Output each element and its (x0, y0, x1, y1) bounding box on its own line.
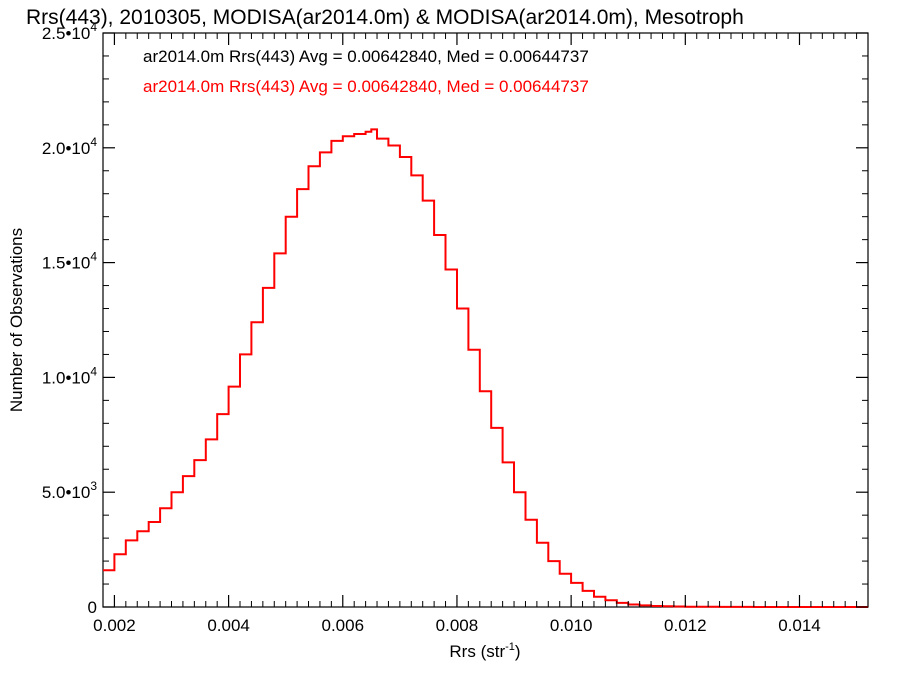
x-tick-label: 0.006 (322, 616, 365, 635)
plot-frame (102, 32, 869, 608)
chart-title: Rrs(443), 2010305, MODISA(ar2014.0m) & M… (26, 6, 744, 29)
annotation-red: ar2014.0m Rrs(443) Avg = 0.00642840, Med… (143, 77, 589, 96)
x-tick-label: 0.008 (436, 616, 479, 635)
y-tick-label: 2.5•104 (42, 20, 98, 43)
y-tick-label: 5.0•103 (42, 479, 98, 502)
y-tick-label: 1.0•104 (42, 364, 98, 387)
x-tick-label: 0.010 (550, 616, 593, 635)
plot-area (102, 32, 869, 608)
y-axis: 0 5.0•103 1.0•104 1.5•104 2.0•104 2.5•104 (42, 20, 868, 617)
y-axis-title: Number of Observations (7, 228, 26, 412)
y-tick-label: 2.0•104 (42, 135, 98, 158)
x-tick-label: 0.002 (93, 616, 136, 635)
x-tick-label: 0.014 (778, 616, 821, 635)
y-tick-label: 1.5•104 (42, 250, 98, 273)
x-tick-label: 0.012 (664, 616, 707, 635)
x-axis: 0.002 0.004 0.006 0.008 0.010 0.012 0.014 (93, 33, 858, 635)
y-tick-label: 0 (88, 598, 97, 617)
x-axis-title: Rrs (str-1) (449, 641, 520, 661)
histogram-series-line (103, 128, 868, 608)
annotation-black: ar2014.0m Rrs(443) Avg = 0.00642840, Med… (143, 47, 589, 66)
x-tick-label: 0.004 (207, 616, 250, 635)
